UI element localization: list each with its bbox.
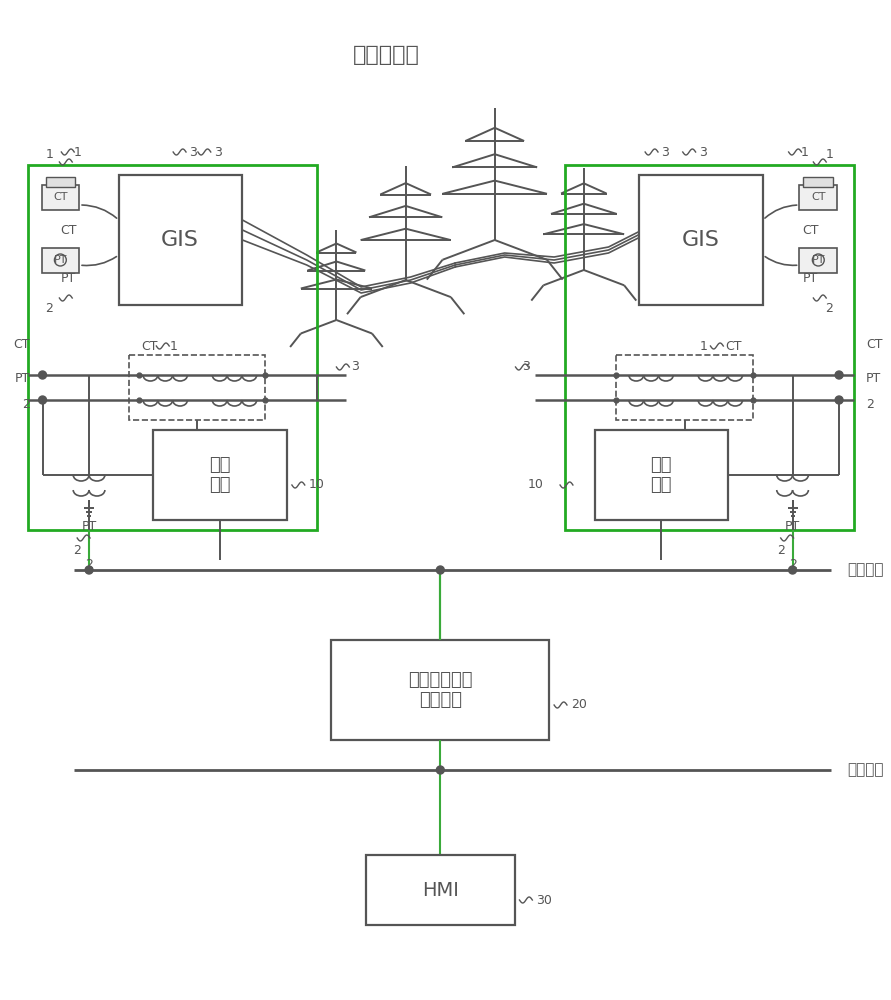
Bar bbox=[42, 248, 79, 273]
Bar bbox=[594, 430, 728, 520]
Text: 2: 2 bbox=[21, 398, 29, 412]
Text: 20: 20 bbox=[571, 698, 587, 712]
Bar bbox=[28, 165, 316, 530]
Bar bbox=[804, 177, 833, 187]
Text: CT: CT bbox=[53, 192, 68, 202]
Text: 2: 2 bbox=[45, 302, 53, 314]
Text: 1: 1 bbox=[825, 148, 833, 161]
Text: PT: PT bbox=[803, 271, 818, 284]
Text: 1: 1 bbox=[45, 148, 53, 161]
Bar bbox=[45, 177, 75, 187]
Text: 电力设施状态
监测装置: 电力设施状态 监测装置 bbox=[408, 671, 472, 709]
Text: 测量
装置: 测量 装置 bbox=[650, 456, 672, 494]
Text: 2: 2 bbox=[86, 558, 93, 572]
Circle shape bbox=[835, 396, 843, 404]
Bar bbox=[119, 175, 242, 305]
Text: CT: CT bbox=[802, 224, 818, 236]
Text: 过程总线: 过程总线 bbox=[847, 562, 884, 578]
Bar bbox=[331, 640, 549, 740]
Text: 3: 3 bbox=[522, 360, 530, 373]
Bar bbox=[799, 248, 838, 273]
Bar bbox=[42, 185, 79, 210]
Bar bbox=[639, 175, 763, 305]
Text: 2: 2 bbox=[866, 398, 874, 412]
Circle shape bbox=[38, 396, 46, 404]
Circle shape bbox=[835, 371, 843, 379]
Text: PT: PT bbox=[785, 520, 800, 534]
Text: PT: PT bbox=[14, 371, 29, 384]
Text: 3: 3 bbox=[214, 145, 222, 158]
Text: PT: PT bbox=[866, 371, 881, 384]
Text: 2: 2 bbox=[73, 544, 81, 556]
Text: 站级总线: 站级总线 bbox=[847, 762, 884, 778]
Bar bbox=[565, 165, 854, 530]
Text: 2: 2 bbox=[789, 558, 797, 572]
Text: 2: 2 bbox=[825, 302, 833, 314]
Text: PT: PT bbox=[61, 271, 76, 284]
Text: CT: CT bbox=[866, 338, 882, 352]
Text: CT: CT bbox=[811, 192, 826, 202]
Text: 2: 2 bbox=[777, 544, 785, 556]
Text: 3: 3 bbox=[699, 145, 707, 158]
Text: 3: 3 bbox=[189, 145, 197, 158]
Text: CT: CT bbox=[61, 224, 77, 236]
Text: 1: 1 bbox=[169, 340, 177, 353]
Text: 测量
装置: 测量 装置 bbox=[208, 456, 231, 494]
Bar bbox=[153, 430, 287, 520]
Circle shape bbox=[437, 766, 445, 774]
Text: 30: 30 bbox=[536, 894, 552, 906]
Bar bbox=[617, 355, 753, 420]
Text: CT: CT bbox=[725, 340, 742, 353]
Text: PT: PT bbox=[81, 520, 97, 534]
Text: 3: 3 bbox=[661, 145, 669, 158]
Text: CT: CT bbox=[13, 338, 29, 352]
Text: 10: 10 bbox=[527, 479, 544, 491]
Circle shape bbox=[86, 566, 93, 574]
Text: PT: PT bbox=[812, 255, 825, 265]
Text: 10: 10 bbox=[308, 479, 324, 491]
Circle shape bbox=[789, 566, 797, 574]
Text: 1: 1 bbox=[800, 145, 808, 158]
Text: GIS: GIS bbox=[161, 230, 199, 250]
Text: PT: PT bbox=[53, 255, 67, 265]
Circle shape bbox=[38, 371, 46, 379]
Text: HMI: HMI bbox=[421, 880, 459, 900]
Text: 受监测区域: 受监测区域 bbox=[353, 45, 420, 65]
Bar bbox=[128, 355, 266, 420]
Text: 1: 1 bbox=[73, 145, 81, 158]
Text: 1: 1 bbox=[699, 340, 707, 353]
Circle shape bbox=[437, 566, 445, 574]
Bar bbox=[799, 185, 838, 210]
Text: GIS: GIS bbox=[682, 230, 720, 250]
Text: CT: CT bbox=[142, 340, 158, 353]
Text: 3: 3 bbox=[351, 360, 359, 373]
Bar bbox=[366, 855, 514, 925]
